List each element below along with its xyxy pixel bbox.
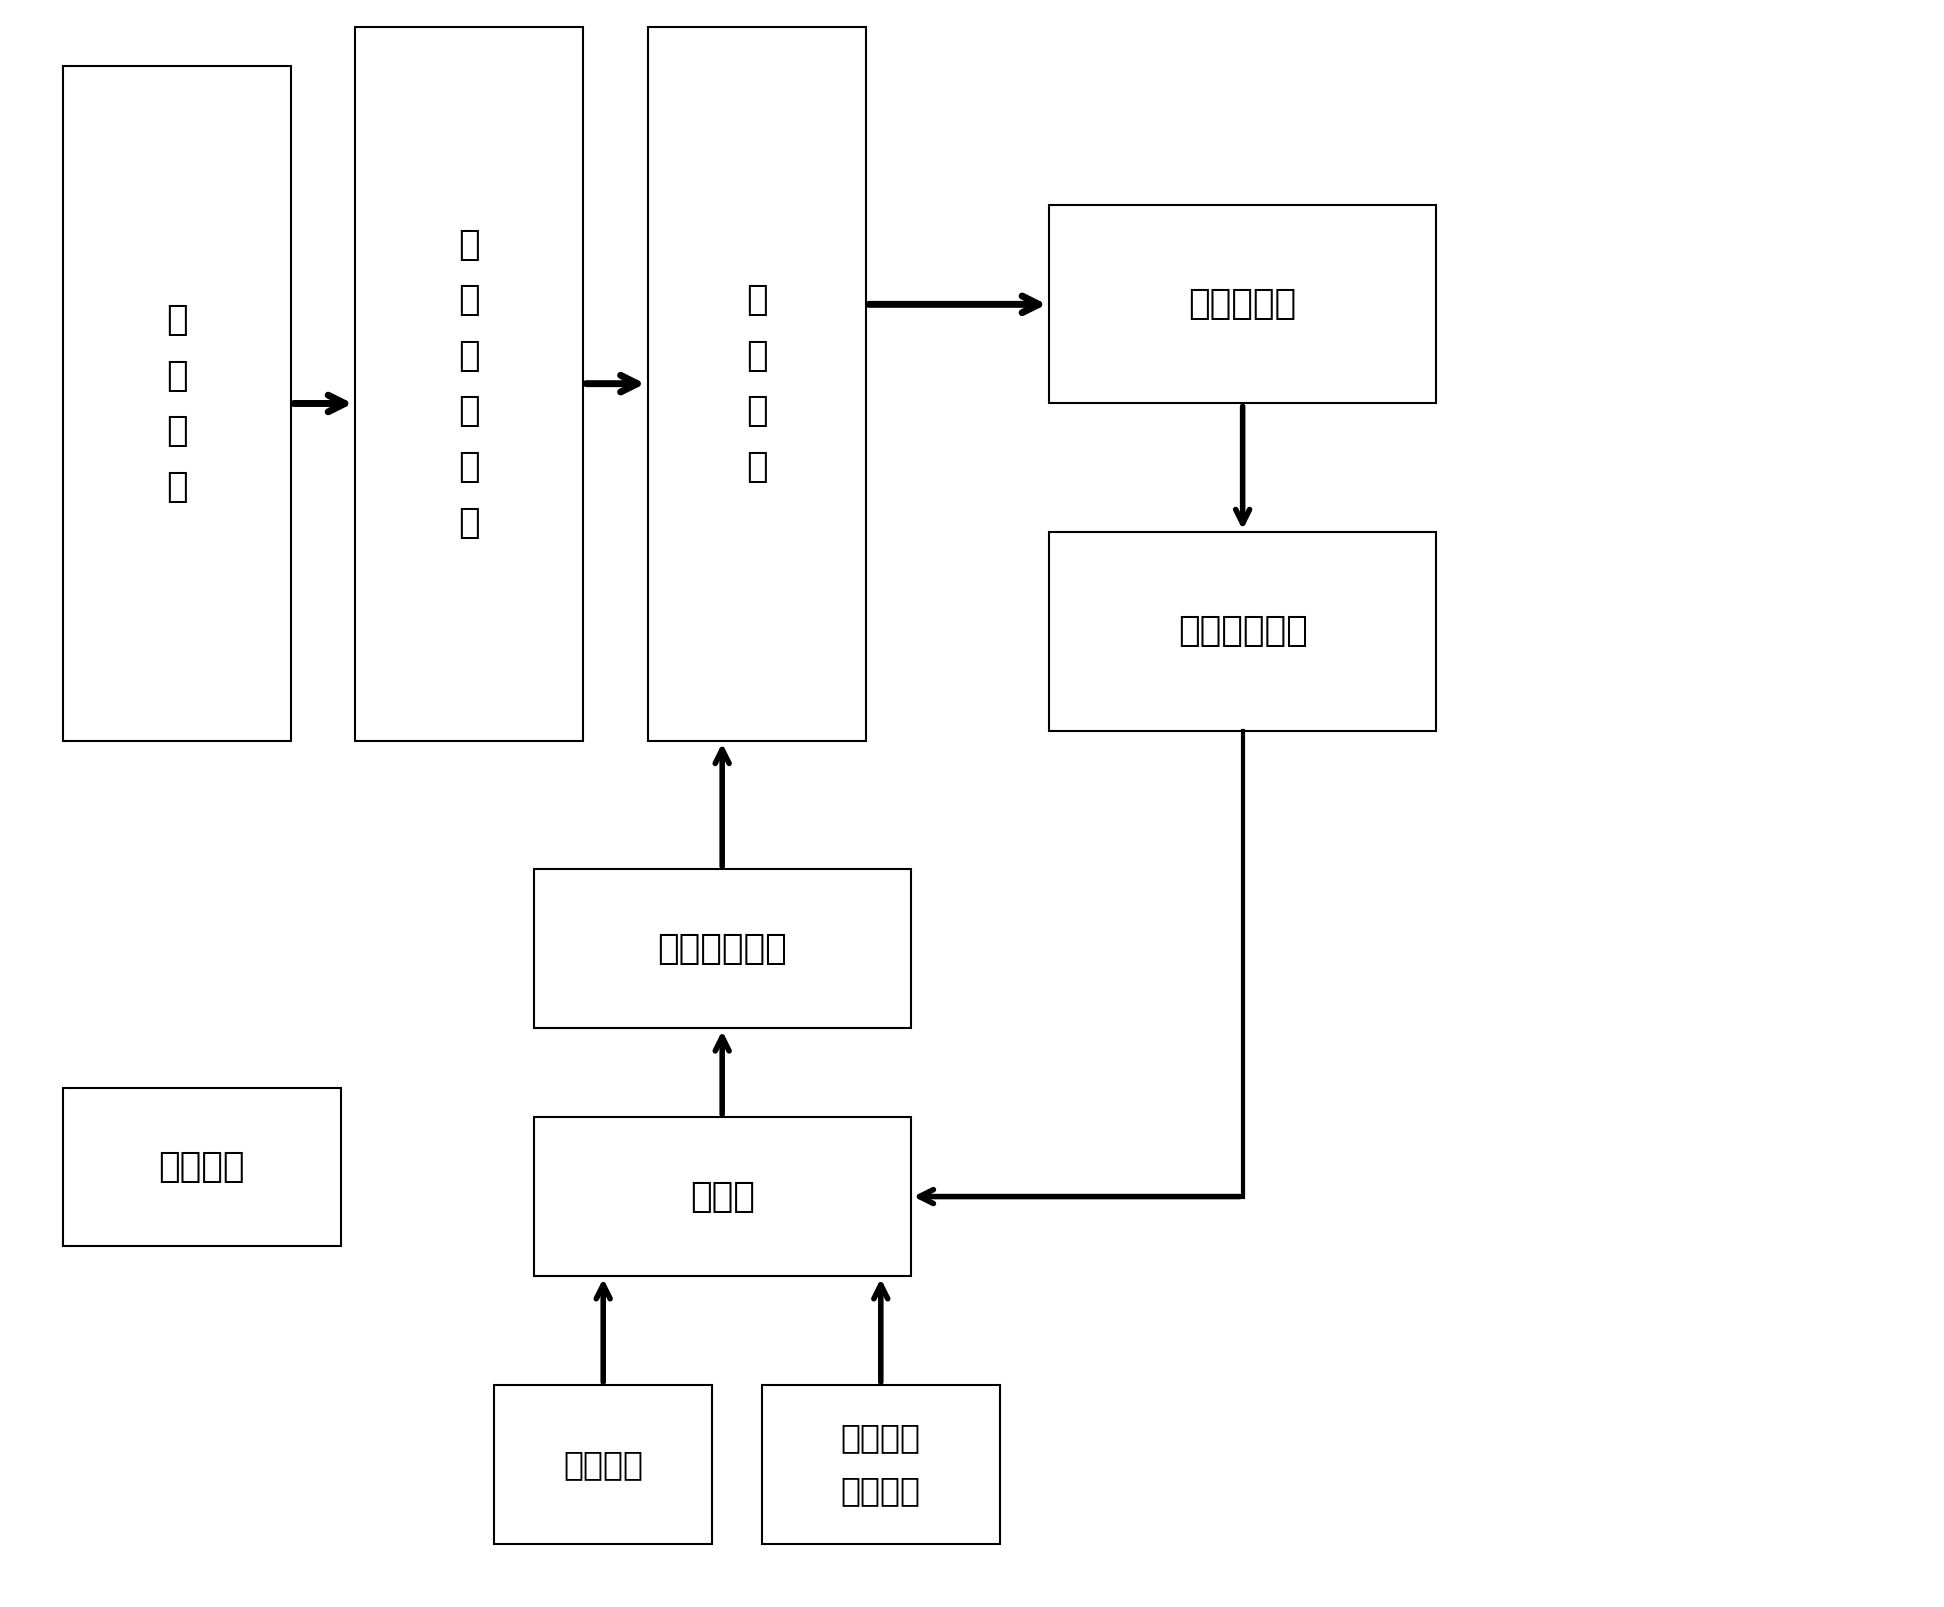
Text: 交
流
电
源: 交 流 电 源 <box>165 304 189 505</box>
Text: 驱动频率
设定电路: 驱动频率 设定电路 <box>842 1421 921 1507</box>
Bar <box>535 869 910 1028</box>
Text: 交流电动机: 交流电动机 <box>1188 288 1297 321</box>
Bar <box>494 1385 712 1544</box>
Bar <box>762 1385 999 1544</box>
Text: 单片机: 单片机 <box>690 1180 754 1213</box>
Bar <box>647 27 865 741</box>
Text: 电源电路: 电源电路 <box>159 1151 245 1184</box>
Bar <box>62 1088 340 1245</box>
Text: 逆变驱动电路: 逆变驱动电路 <box>657 932 787 966</box>
Bar <box>62 66 292 741</box>
Bar <box>1050 206 1437 403</box>
Text: 整
流
滤
波
电
路: 整 流 滤 波 电 路 <box>459 228 480 540</box>
Bar <box>1050 532 1437 731</box>
Text: 逆
变
电
路: 逆 变 电 路 <box>746 283 768 484</box>
Bar <box>356 27 583 741</box>
Text: 通讯电路: 通讯电路 <box>564 1448 643 1480</box>
Text: 速度反馈电路: 速度反馈电路 <box>1178 614 1308 649</box>
Bar <box>535 1117 910 1276</box>
